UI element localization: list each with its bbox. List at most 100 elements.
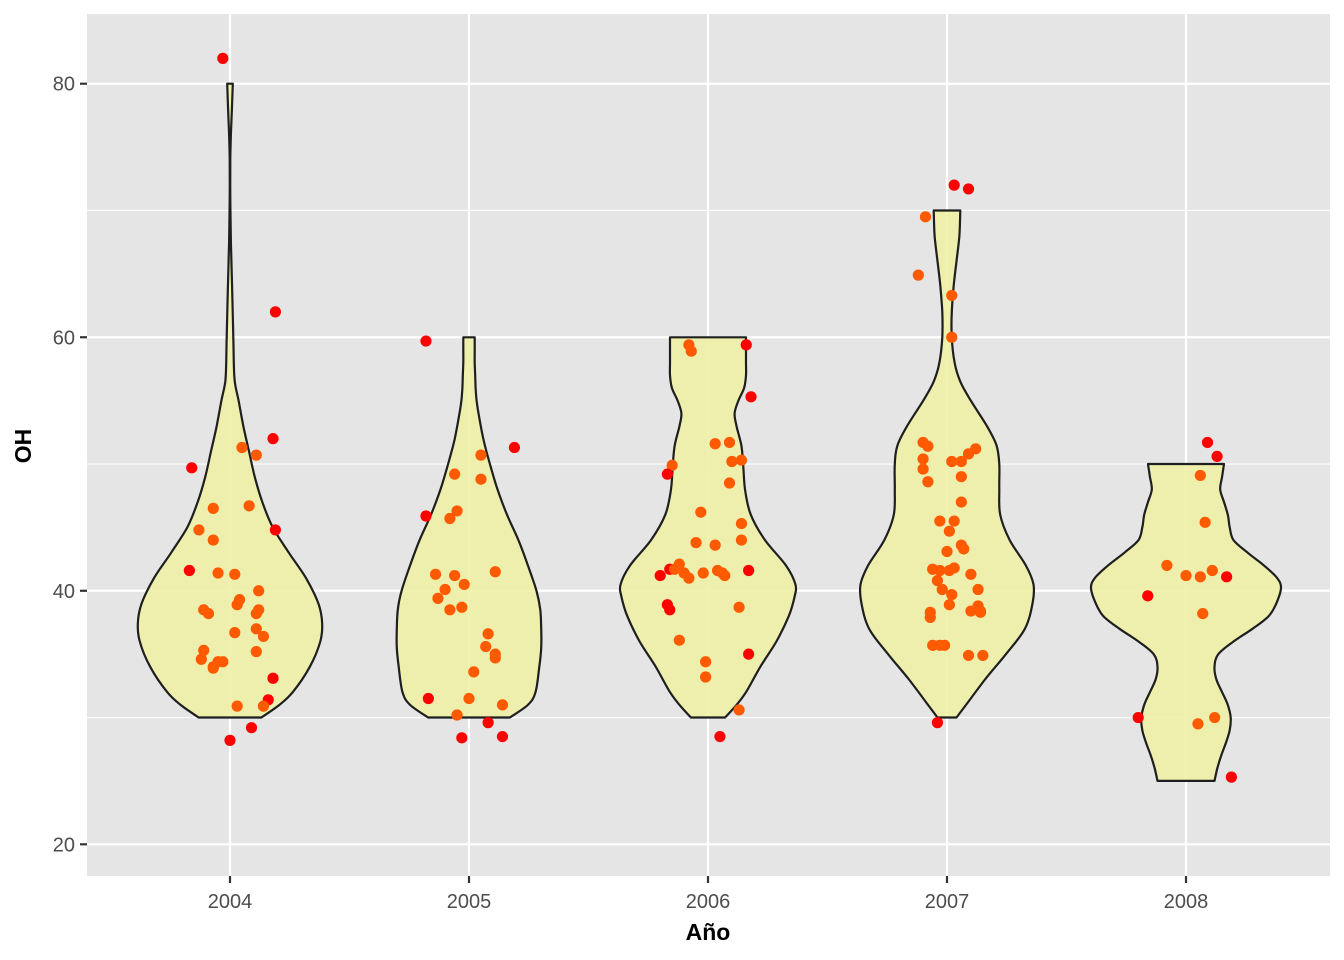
- data-point: [229, 627, 241, 639]
- data-point: [449, 569, 461, 582]
- data-point: [243, 500, 255, 512]
- data-point: [468, 666, 480, 678]
- data-point: [231, 599, 243, 611]
- data-point: [965, 605, 977, 617]
- data-point: [917, 453, 929, 465]
- data-point: [231, 700, 243, 712]
- data-point: [664, 604, 676, 616]
- data-point: [475, 449, 487, 461]
- data-point: [250, 623, 262, 635]
- y-axis: 20 40 60 80: [53, 74, 87, 856]
- data-point: [709, 539, 721, 551]
- data-point: [267, 672, 279, 684]
- data-point: [697, 567, 709, 579]
- data-point: [974, 605, 987, 617]
- data-point: [962, 448, 975, 460]
- data-point: [1180, 569, 1192, 582]
- data-point: [948, 515, 960, 527]
- data-point: [269, 524, 282, 536]
- data-point: [207, 534, 219, 546]
- x-axis-title: Año: [686, 919, 731, 945]
- data-point: [943, 525, 955, 537]
- data-point: [745, 391, 757, 403]
- y-tick-label: 40: [53, 581, 75, 603]
- data-point: [668, 563, 681, 575]
- data-point: [1142, 590, 1154, 602]
- data-point: [726, 455, 738, 468]
- data-point: [257, 700, 270, 712]
- data-point: [936, 583, 948, 596]
- data-point: [1194, 571, 1206, 583]
- data-point: [958, 543, 970, 555]
- data-point: [1197, 607, 1209, 620]
- data-point: [463, 692, 475, 705]
- data-point: [250, 449, 262, 461]
- data-point: [186, 462, 198, 474]
- data-point: [690, 537, 702, 549]
- data-point: [948, 179, 960, 191]
- data-point: [735, 454, 748, 466]
- data-point: [1211, 450, 1223, 463]
- data-point: [955, 471, 967, 483]
- data-point: [661, 468, 673, 480]
- data-point: [1132, 711, 1144, 724]
- data-point: [977, 649, 989, 662]
- data-point: [267, 433, 279, 445]
- data-point: [733, 704, 745, 716]
- data-point: [709, 438, 721, 450]
- data-point: [195, 653, 207, 665]
- data-point: [733, 601, 745, 613]
- data-point: [1194, 469, 1206, 482]
- data-point: [943, 599, 955, 611]
- data-point: [700, 671, 712, 683]
- x-tick-label: 2005: [447, 891, 492, 913]
- data-point: [931, 575, 944, 587]
- data-point: [269, 306, 282, 318]
- data-point: [429, 568, 442, 580]
- data-point: [700, 656, 712, 668]
- data-point: [236, 441, 248, 454]
- data-point: [456, 732, 468, 744]
- data-point: [482, 717, 494, 729]
- data-point: [207, 502, 219, 514]
- data-point: [683, 572, 695, 584]
- data-point: [927, 639, 939, 651]
- data-point: [939, 639, 951, 651]
- violin-2008: [1089, 462, 1283, 782]
- data-point: [685, 345, 697, 357]
- data-point: [444, 512, 456, 525]
- x-tick-label: 2006: [686, 891, 731, 913]
- data-point: [666, 459, 678, 471]
- data-point: [962, 183, 975, 195]
- data-point: [432, 592, 444, 604]
- data-point: [456, 601, 468, 613]
- data-point: [449, 468, 461, 480]
- data-point: [965, 568, 977, 580]
- data-point: [193, 524, 205, 536]
- data-point: [922, 440, 934, 452]
- data-point: [489, 566, 501, 578]
- data-point: [723, 436, 736, 449]
- data-point: [482, 628, 494, 640]
- data-point: [420, 335, 432, 347]
- data-point: [1221, 571, 1233, 583]
- data-point: [475, 473, 487, 485]
- data-point: [740, 339, 752, 351]
- data-point: [444, 604, 456, 616]
- data-point: [1206, 564, 1218, 577]
- data-point: [654, 569, 666, 582]
- data-point: [735, 534, 748, 546]
- data-point: [962, 649, 975, 662]
- violin-2004: [136, 82, 324, 719]
- data-point: [451, 709, 463, 721]
- data-point: [451, 505, 463, 517]
- data-point: [946, 331, 958, 343]
- data-point: [198, 644, 210, 656]
- x-tick-label: 2008: [1164, 891, 1209, 913]
- data-point: [919, 211, 932, 223]
- data-point: [714, 730, 726, 743]
- data-point: [1192, 718, 1204, 730]
- data-point: [673, 634, 685, 646]
- data-point: [719, 569, 731, 582]
- data-point: [946, 588, 958, 601]
